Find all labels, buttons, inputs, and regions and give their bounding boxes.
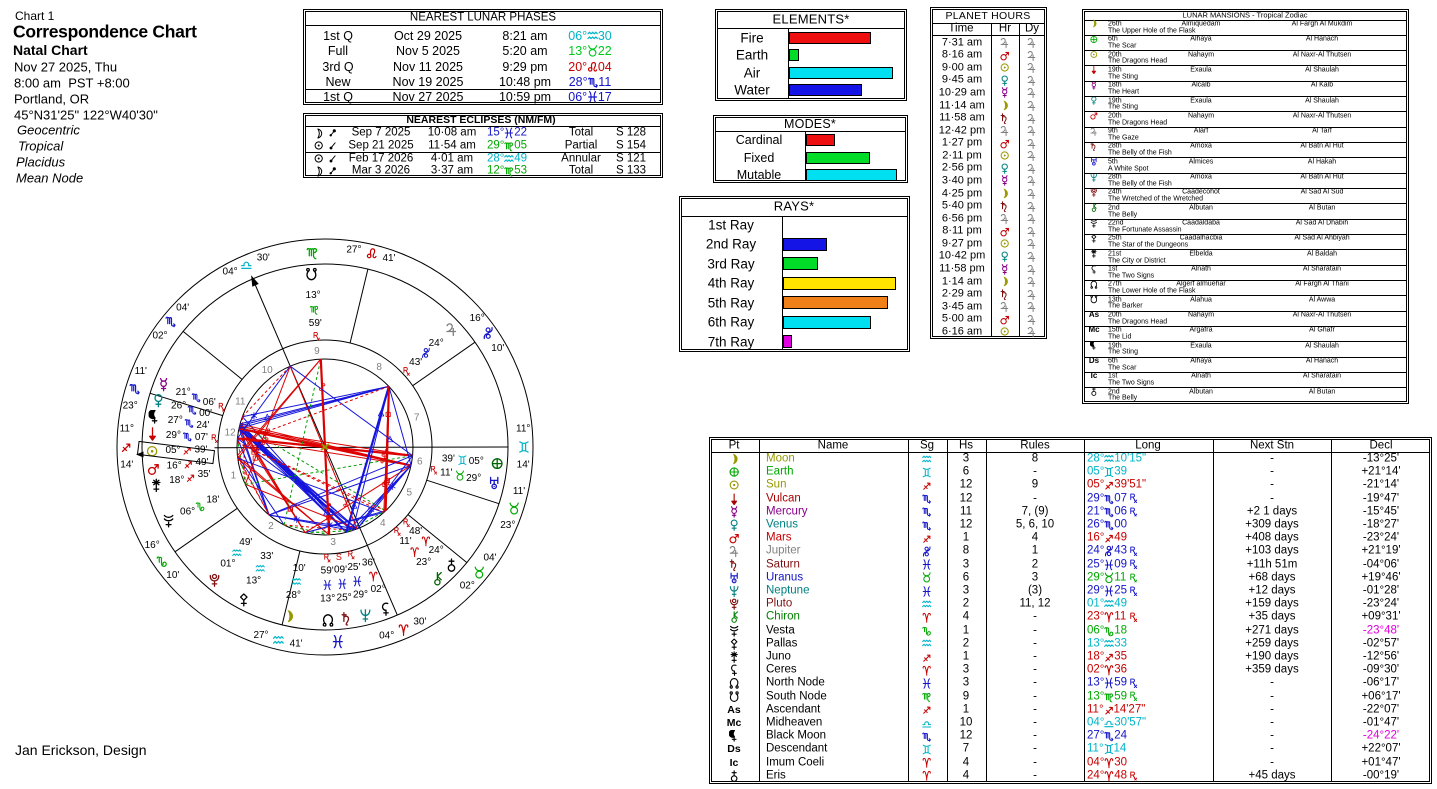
svg-text:16°: 16° [167, 461, 182, 472]
svg-text:59': 59' [309, 318, 322, 329]
svg-text:07': 07' [195, 432, 208, 443]
svg-text:27°: 27° [168, 415, 183, 426]
svg-text:10': 10' [293, 563, 306, 574]
svg-text:35': 35' [198, 469, 211, 480]
svg-text:06°: 06° [180, 507, 195, 518]
svg-text:06': 06' [203, 397, 216, 408]
svg-text:11°: 11° [516, 424, 530, 435]
svg-text:27°: 27° [253, 630, 268, 641]
svg-text:01°: 01° [220, 558, 235, 569]
svg-text:13°: 13° [246, 576, 261, 587]
svg-text:6: 6 [417, 457, 423, 468]
svg-text:26°: 26° [171, 401, 186, 412]
svg-text:2: 2 [268, 521, 274, 532]
svg-text:11': 11' [440, 467, 452, 478]
svg-text:29°: 29° [166, 430, 181, 441]
svg-text:11: 11 [235, 396, 246, 407]
svg-text:05°: 05° [469, 456, 484, 467]
svg-text:25°: 25° [337, 592, 352, 603]
svg-text:18': 18' [206, 495, 219, 506]
svg-text:9: 9 [314, 346, 320, 357]
svg-text:30': 30' [413, 616, 426, 627]
svg-text:23°: 23° [416, 557, 431, 568]
svg-text:11': 11' [135, 366, 147, 377]
svg-text:41': 41' [290, 638, 303, 649]
svg-text:11°: 11° [120, 424, 134, 435]
svg-text:16°: 16° [145, 540, 160, 551]
svg-text:10: 10 [262, 365, 274, 376]
svg-text:09': 09' [334, 565, 347, 576]
svg-text:39': 39' [194, 445, 207, 456]
svg-text:30': 30' [257, 252, 270, 263]
svg-text:12: 12 [225, 427, 237, 438]
svg-text:4: 4 [380, 518, 386, 529]
svg-text:S: S [336, 552, 342, 562]
svg-text:39': 39' [442, 453, 455, 464]
svg-text:8: 8 [376, 362, 382, 373]
svg-text:36': 36' [362, 558, 375, 569]
svg-text:02°: 02° [371, 584, 386, 595]
svg-text:59': 59' [321, 566, 334, 577]
svg-text:28°: 28° [286, 590, 301, 601]
svg-text:14': 14' [517, 460, 530, 471]
svg-text:27°: 27° [346, 245, 361, 256]
svg-text:25': 25' [347, 562, 360, 573]
svg-text:21°: 21° [176, 387, 191, 398]
svg-text:13°: 13° [320, 594, 335, 605]
svg-text:1: 1 [231, 470, 237, 481]
svg-text:16°: 16° [470, 313, 485, 324]
svg-text:02°: 02° [152, 330, 167, 341]
svg-text:10': 10' [491, 343, 504, 354]
svg-text:24°: 24° [429, 338, 444, 349]
svg-text:23°: 23° [123, 401, 138, 412]
svg-text:04°: 04° [223, 267, 238, 278]
svg-text:18°: 18° [169, 475, 184, 486]
svg-text:23°: 23° [500, 520, 515, 531]
svg-text:33': 33' [260, 551, 273, 562]
svg-text:10': 10' [166, 570, 179, 581]
svg-text:04°: 04° [379, 631, 394, 642]
svg-text:04': 04' [176, 302, 189, 313]
svg-text:43': 43' [409, 357, 422, 368]
svg-text:24°: 24° [429, 545, 444, 556]
svg-text:04': 04' [483, 553, 496, 564]
svg-text:48': 48' [409, 526, 422, 537]
svg-text:02°: 02° [460, 581, 475, 592]
svg-text:29°: 29° [466, 473, 481, 484]
svg-text:14': 14' [120, 460, 133, 471]
svg-text:13°: 13° [306, 290, 321, 301]
svg-text:11': 11' [513, 486, 525, 497]
svg-text:41': 41' [382, 253, 395, 264]
svg-text:24': 24' [196, 420, 209, 431]
svg-text:5: 5 [407, 488, 413, 499]
svg-text:3: 3 [330, 537, 336, 548]
svg-text:49': 49' [239, 537, 252, 548]
svg-text:7: 7 [414, 413, 420, 424]
svg-text:29°: 29° [353, 589, 368, 600]
svg-text:11': 11' [399, 536, 411, 547]
svg-text:05°: 05° [165, 445, 180, 456]
svg-text:00': 00' [199, 408, 212, 419]
